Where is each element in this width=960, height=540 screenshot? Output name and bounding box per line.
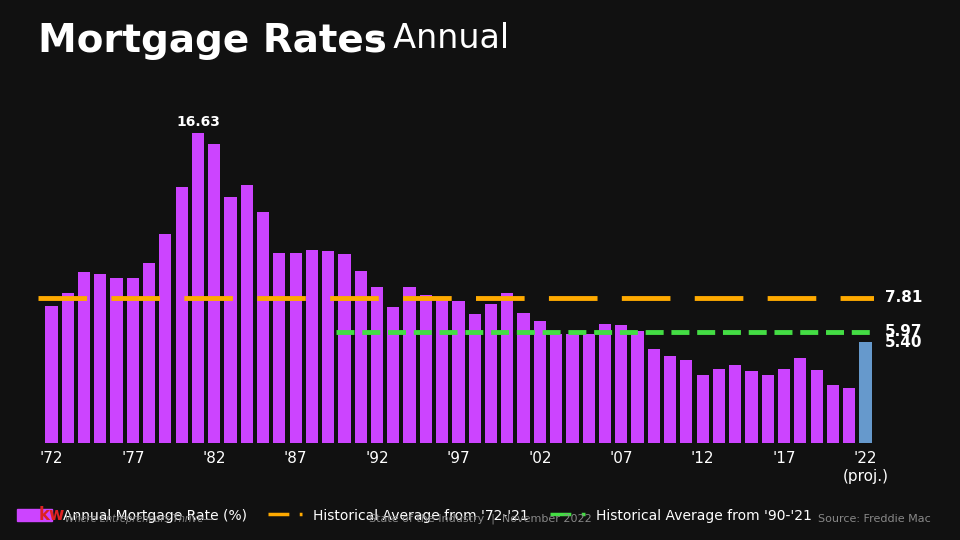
- Bar: [501, 293, 514, 443]
- Text: 5.40: 5.40: [885, 335, 923, 350]
- Bar: [697, 375, 708, 443]
- Bar: [192, 133, 204, 443]
- Bar: [681, 360, 692, 443]
- Bar: [713, 369, 725, 443]
- Bar: [338, 254, 350, 443]
- Bar: [566, 334, 579, 443]
- Bar: [257, 212, 269, 443]
- Bar: [371, 287, 383, 443]
- Bar: [241, 185, 252, 443]
- Text: kw: kw: [38, 506, 64, 524]
- Bar: [632, 330, 643, 443]
- Bar: [827, 385, 839, 443]
- Text: State of the Industry  |  November 2022: State of the Industry | November 2022: [369, 514, 591, 524]
- Bar: [778, 369, 790, 443]
- Bar: [810, 369, 823, 443]
- Text: Where Entrepreneurs Thrive—: Where Entrepreneurs Thrive—: [65, 514, 213, 524]
- Bar: [176, 187, 188, 443]
- Bar: [354, 271, 367, 443]
- Text: - Annual: - Annual: [360, 22, 509, 55]
- Bar: [420, 295, 432, 443]
- Bar: [452, 301, 465, 443]
- Bar: [794, 359, 806, 443]
- Bar: [745, 371, 757, 443]
- Bar: [761, 375, 774, 443]
- Bar: [78, 272, 90, 443]
- Bar: [648, 349, 660, 443]
- Bar: [127, 278, 139, 443]
- Bar: [274, 253, 285, 443]
- Bar: [859, 342, 872, 443]
- Bar: [664, 355, 676, 443]
- Bar: [110, 278, 123, 443]
- Bar: [517, 313, 530, 443]
- Text: 7.81: 7.81: [885, 290, 923, 305]
- Bar: [290, 253, 301, 443]
- Bar: [534, 321, 546, 443]
- Bar: [306, 251, 318, 443]
- Bar: [143, 264, 156, 443]
- Text: 5.97: 5.97: [885, 324, 923, 339]
- Text: Mortgage Rates: Mortgage Rates: [38, 22, 387, 59]
- Bar: [485, 305, 497, 443]
- Bar: [599, 323, 612, 443]
- Bar: [225, 197, 236, 443]
- Bar: [45, 306, 58, 443]
- Bar: [729, 365, 741, 443]
- Bar: [550, 334, 563, 443]
- Bar: [208, 145, 221, 443]
- Bar: [387, 307, 399, 443]
- Bar: [61, 293, 74, 443]
- Text: 16.63: 16.63: [176, 115, 220, 129]
- Bar: [615, 325, 627, 443]
- Bar: [94, 274, 107, 443]
- Bar: [468, 314, 481, 443]
- Bar: [403, 287, 416, 443]
- Bar: [583, 334, 595, 443]
- Bar: [436, 298, 448, 443]
- Text: Source: Freddie Mac: Source: Freddie Mac: [819, 514, 931, 524]
- Bar: [323, 251, 334, 443]
- Bar: [159, 234, 172, 443]
- Bar: [843, 388, 855, 443]
- Legend: Annual Mortgage Rate (%), Historical Average from '72-'21, Historical Average fr: Annual Mortgage Rate (%), Historical Ave…: [12, 503, 817, 529]
